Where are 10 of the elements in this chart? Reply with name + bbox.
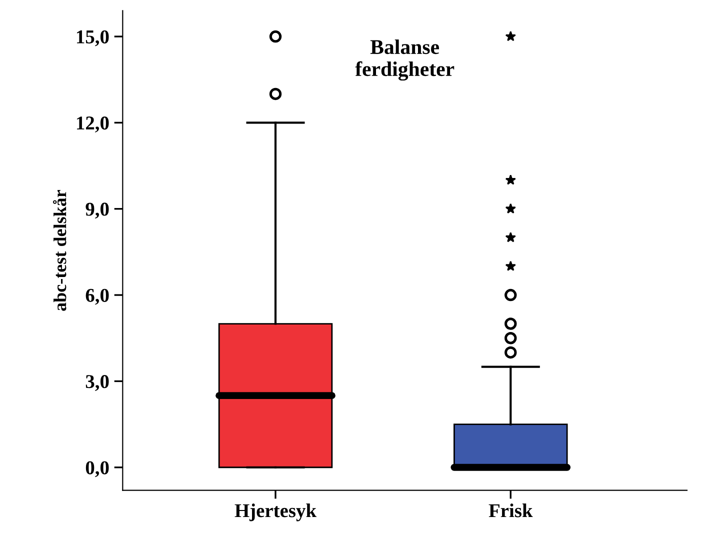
y-tick-label: 9,0 (86, 202, 109, 219)
y-tick-label: 3,0 (86, 375, 109, 391)
y-axis-title: abc-test delskår (52, 190, 66, 311)
y-tick-label: 12,0 (77, 116, 109, 132)
x-tick-label: Hjertesyk (234, 504, 317, 522)
y-tick-label: 0,0 (86, 461, 109, 478)
y-tick-label: 6,0 (86, 288, 109, 305)
y-tick-label: 15,0 (77, 30, 109, 46)
x-tick-label: Frisk (488, 504, 533, 518)
text: Balanse ferdigheter (355, 39, 454, 81)
